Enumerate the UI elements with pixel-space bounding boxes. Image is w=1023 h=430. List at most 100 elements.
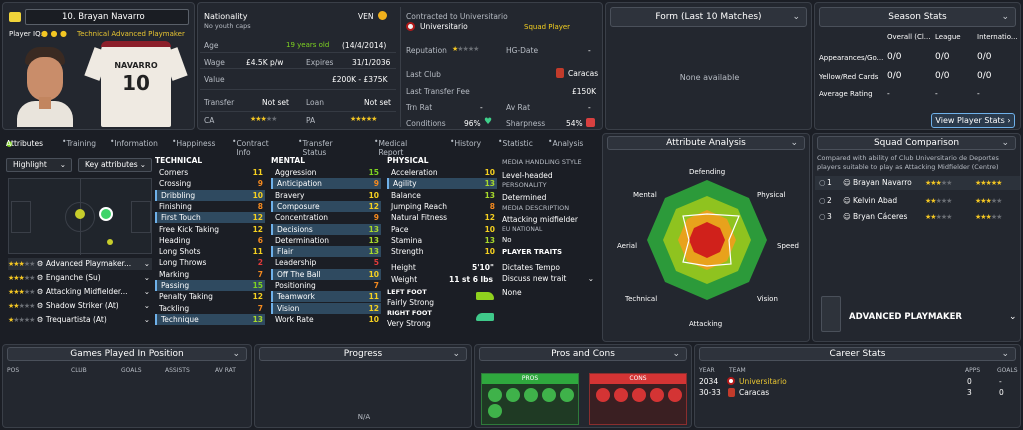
pros-box: PROS <box>481 373 579 425</box>
tab-transfer-status[interactable]: • Transfer Status <box>298 137 333 157</box>
form-header[interactable]: Form (Last 10 Matches) ⌄ <box>610 7 807 27</box>
attribute-row: Passing 15 <box>155 280 265 291</box>
media-style-label: MEDIA HANDLING STYLE <box>502 158 582 166</box>
highlight-dropdown[interactable]: Highlight ⌄ <box>6 158 72 172</box>
pros-icons <box>486 388 578 418</box>
attribute-name: First Touch <box>161 213 201 223</box>
axis-mental: Mental <box>633 191 657 199</box>
player-card: 10. Brayan Navarro Player IQ: ● ● ● Tech… <box>2 2 195 130</box>
pro-icon <box>506 388 520 402</box>
chevron-down-icon[interactable]: ⌄ <box>1009 312 1017 322</box>
career-team[interactable]: Caracas <box>739 388 770 397</box>
attribute-value: 8 <box>489 201 495 211</box>
season-cell: - <box>935 89 938 98</box>
pros-header[interactable]: Pros and Cons ⌄ <box>479 347 687 361</box>
attribute-value: 13 <box>484 179 495 189</box>
chevron-down-icon: ⌄ <box>452 349 460 359</box>
progress-header[interactable]: Progress ⌄ <box>259 347 467 361</box>
attribute-row: Marking 7 <box>155 269 265 280</box>
squad-row[interactable]: ○ 2 ☺ Kelvin Abad ★★★★★ ★★★★★ <box>819 196 1002 205</box>
attribute-row: Work Rate 10 <box>271 314 381 325</box>
axis-speed: Speed <box>777 242 799 250</box>
attribute-name: Teamwork <box>277 292 315 302</box>
attribute-value: 10 <box>484 247 495 257</box>
games-header[interactable]: Games Played In Position ⌄ <box>7 347 247 361</box>
tab-medical-report[interactable]: • Medical Report <box>374 137 408 157</box>
role-row[interactable]: ★★★★★ ⚙ Advanced Playmaker... ⌄ <box>8 258 152 270</box>
career-team[interactable]: Universitario <box>739 377 787 386</box>
season-cell: 0/0 <box>935 71 950 81</box>
tab-happiness[interactable]: • Happiness <box>172 137 216 148</box>
weight-value: 11 st 6 lbs <box>449 275 493 284</box>
axis-defending: Defending <box>689 168 726 176</box>
last-fee-value: £150K <box>572 87 597 96</box>
squad-role: ADVANCED PLAYMAKER <box>849 312 962 322</box>
squad-header[interactable]: Squad Comparison ⌄ <box>817 136 1016 150</box>
analysis-header[interactable]: Attribute Analysis ⌄ <box>607 136 805 150</box>
career-apps: 3 <box>967 388 972 397</box>
attribute-value: 12 <box>368 201 379 211</box>
cons-label: CONS <box>590 374 686 384</box>
role-row[interactable]: ★★★★★ ⚙ Shadow Striker (At) ⌄ <box>8 301 150 310</box>
age-value: 19 years old <box>286 41 330 49</box>
attribute-value: 13 <box>252 314 263 324</box>
view-player-stats-button[interactable]: View Player Stats › <box>931 113 1015 128</box>
left-foot-label: LEFT FOOT <box>387 288 427 296</box>
squad-row[interactable]: ○ 1 ☺ Brayan Navarro ★★★★★ ★★★★★ <box>815 176 1020 190</box>
attribute-row: Leadership 5 <box>271 257 381 268</box>
role-tactic-icon <box>821 296 841 332</box>
attribute-name: Dribbling <box>161 190 196 200</box>
attribute-name: Work Rate <box>275 314 314 324</box>
sharpness-icon <box>586 118 595 127</box>
career-col: YEAR <box>699 367 715 374</box>
heart-icon: ♥ <box>484 117 493 127</box>
position-dot <box>107 239 113 245</box>
attribute-row: Pace 10 <box>387 224 497 235</box>
ca-stars: ★★★★★ <box>250 115 277 123</box>
attribute-value: 7 <box>257 269 263 279</box>
attribute-row: Vision 12 <box>271 302 381 314</box>
career-header[interactable]: Career Stats ⌄ <box>699 347 1016 361</box>
reputation-stars: ★★★★★ <box>452 45 479 53</box>
player-name-box[interactable]: 10. Brayan Navarro <box>25 9 189 25</box>
club-badge <box>406 22 415 31</box>
chevron-down-icon: ⌄ <box>1001 138 1009 148</box>
position-dot <box>75 209 85 219</box>
attribute-name: Natural Fitness <box>391 213 448 223</box>
tab-contract-info[interactable]: • Contract Info <box>232 137 269 157</box>
progress-title: Progress <box>343 349 383 359</box>
form-panel: Form (Last 10 Matches) ⌄ None available <box>605 2 812 130</box>
squad-title: Squad Comparison <box>873 138 960 148</box>
eu-value: No <box>502 236 512 244</box>
attribute-value: 5 <box>373 258 379 268</box>
key-attributes-dropdown[interactable]: Key attributes ⌄ <box>78 158 152 172</box>
role-row[interactable]: ★★★★★ ⚙ Trequartista (At) ⌄ <box>8 315 150 324</box>
tab-analysis[interactable]: • Analysis <box>548 137 584 148</box>
attribute-value: 8 <box>257 201 263 211</box>
attribute-row: Natural Fitness 12 <box>387 212 497 223</box>
attribute-value: 7 <box>373 281 379 290</box>
tab-statistic[interactable]: • Statistic <box>498 137 533 148</box>
role-row[interactable]: ★★★★★ ⚙ Enganche (Su) ⌄ <box>8 273 150 282</box>
attribute-row: Heading 6 <box>155 235 265 246</box>
tab-history[interactable]: • History <box>450 137 482 148</box>
games-played-panel: Games Played In Position ⌄ POS CLUB GOALS… <box>2 344 252 428</box>
value-value: £200K - £375K <box>332 75 388 84</box>
tab-information[interactable]: • Information <box>110 137 158 148</box>
attribute-value: 10 <box>368 314 379 324</box>
info-grid: Age 19 years old (14/4/2014) Wage £4.5K … <box>200 38 396 128</box>
tab-training[interactable]: • Training <box>62 137 97 148</box>
attribute-value: 6 <box>257 235 263 245</box>
role-row[interactable]: ★★★★★ ⚙ Attacking Midfielder... ⌄ <box>8 287 150 296</box>
career-year: 2034 <box>699 377 719 386</box>
attribute-value: 9 <box>373 179 379 189</box>
discuss-trait-dropdown[interactable]: Discuss new trait ⌄ <box>502 274 594 283</box>
attribute-row: Composure 12 <box>271 200 381 212</box>
squad-row[interactable]: ○ 3 ☺ Bryan Cáceres ★★★★★ ★★★★★ <box>819 212 1002 221</box>
games-col: GOALS <box>121 367 142 374</box>
right-foot-value: Very Strong <box>387 319 431 328</box>
season-header[interactable]: Season Stats ⌄ <box>819 7 1016 27</box>
player-shirt: NAVARRO 10 <box>84 41 188 127</box>
weight-label: Weight <box>391 275 418 284</box>
transfer-value: Not set <box>262 98 289 107</box>
